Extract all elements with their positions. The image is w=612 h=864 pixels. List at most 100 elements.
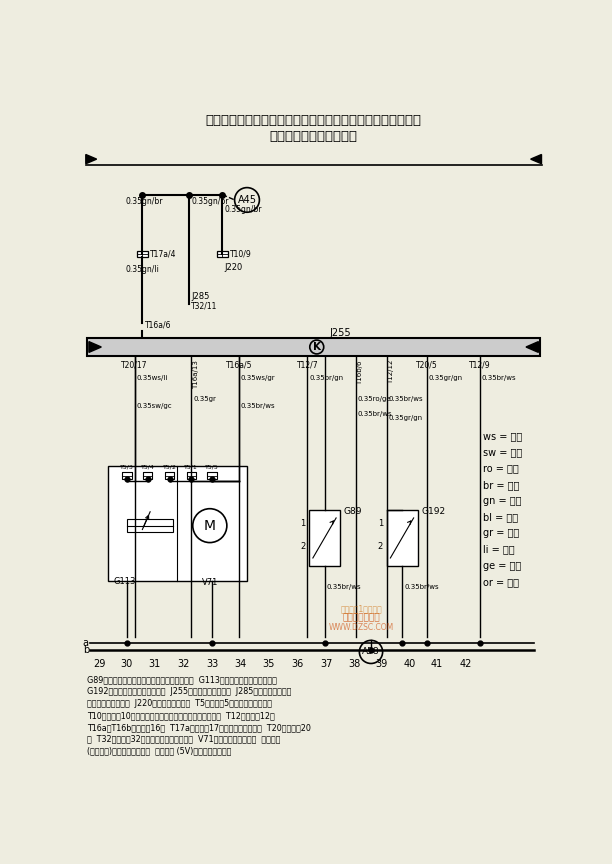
Polygon shape — [526, 341, 539, 353]
Text: A58: A58 — [362, 647, 380, 657]
FancyBboxPatch shape — [217, 251, 228, 257]
Text: ro = 红色: ro = 红色 — [483, 464, 519, 473]
Text: 29: 29 — [94, 659, 106, 670]
Text: ws = 白色: ws = 白色 — [483, 431, 523, 442]
Text: 2: 2 — [300, 542, 305, 551]
Text: 单元，在组合仪表内  J220－发动机电控单元  T5－插头，5孔，在仪表板中后部: 单元，在组合仪表内 J220－发动机电控单元 T5－插头，5孔，在仪表板中后部 — [88, 699, 272, 708]
Text: T17a/4: T17a/4 — [150, 250, 177, 258]
Text: 2: 2 — [378, 542, 383, 551]
Text: 0.35gn/br: 0.35gn/br — [191, 197, 229, 206]
Text: 0.35br/ws: 0.35br/ws — [405, 584, 439, 590]
Polygon shape — [86, 155, 97, 164]
Text: M: M — [204, 518, 216, 532]
Text: T16a/5: T16a/5 — [226, 360, 253, 369]
Text: T16a/6: T16a/6 — [144, 321, 171, 329]
FancyBboxPatch shape — [207, 472, 217, 480]
FancyBboxPatch shape — [165, 472, 174, 480]
Text: 0.35ro/ge: 0.35ro/ge — [358, 396, 392, 402]
Text: WWW.DZSC.COM: WWW.DZSC.COM — [329, 623, 394, 632]
Text: 0.35br/gn: 0.35br/gn — [309, 375, 343, 381]
Text: or = 橙色: or = 橙色 — [483, 577, 520, 587]
Text: G113: G113 — [114, 576, 136, 586]
Text: 0.35gn/li: 0.35gn/li — [125, 264, 159, 274]
Text: T5/2: T5/2 — [163, 465, 176, 470]
Text: T5/4: T5/4 — [141, 465, 155, 470]
Text: G192: G192 — [422, 507, 446, 517]
Text: 33: 33 — [206, 659, 218, 670]
Text: 0.35ws/gr: 0.35ws/gr — [241, 375, 275, 381]
Text: 新鲜空气进气温度传感器: 新鲜空气进气温度传感器 — [270, 130, 357, 143]
Text: T5/5: T5/5 — [205, 465, 219, 470]
Text: 30: 30 — [121, 659, 133, 670]
Bar — [309, 511, 340, 566]
Text: T20/5: T20/5 — [416, 360, 438, 369]
Text: G192－出风口温度传感器，脚坑  J255－自动空调电控单元  J285－带显示器的电控: G192－出风口温度传感器，脚坑 J255－自动空调电控单元 J285－带显示器… — [88, 687, 292, 696]
Text: 38: 38 — [348, 659, 360, 670]
Text: ge = 黄色: ge = 黄色 — [483, 561, 521, 571]
Text: 40: 40 — [404, 659, 416, 670]
FancyBboxPatch shape — [122, 472, 132, 480]
Text: 0.35gr/gn: 0.35gr/gn — [388, 415, 422, 421]
Text: T16a/13: T16a/13 — [193, 360, 199, 389]
Text: 0.35br/ws: 0.35br/ws — [357, 411, 392, 417]
Text: 0.35gr/gn: 0.35gr/gn — [428, 375, 463, 381]
Text: 维库电子市场网: 维库电子市场网 — [343, 613, 381, 623]
Text: bl = 蓝色: bl = 蓝色 — [483, 512, 518, 522]
Text: b: b — [83, 645, 89, 656]
Text: 31: 31 — [148, 659, 160, 670]
Bar — [387, 511, 417, 566]
Text: 全球易元1采购网站: 全球易元1采购网站 — [341, 604, 382, 613]
Text: J285: J285 — [191, 292, 209, 301]
Text: 0.35gn/br: 0.35gn/br — [125, 197, 163, 206]
Text: 35: 35 — [263, 659, 275, 670]
Text: T12/7: T12/7 — [297, 360, 318, 369]
Bar — [88, 338, 540, 356]
Text: br = 棕色: br = 棕色 — [483, 480, 520, 490]
Text: 自动空调电控单元、通风翻板伺服电机、出风口温度传感器、: 自动空调电控单元、通风翻板伺服电机、出风口温度传感器、 — [206, 114, 422, 127]
Text: 36: 36 — [291, 659, 304, 670]
Text: K: K — [313, 342, 321, 352]
Text: 0.35br/ws: 0.35br/ws — [241, 403, 275, 410]
Text: sw = 黑色: sw = 黑色 — [483, 448, 523, 458]
Text: T5/1: T5/1 — [184, 465, 198, 470]
Polygon shape — [531, 155, 542, 164]
Text: 0.35br/ws: 0.35br/ws — [481, 375, 516, 381]
Text: G89: G89 — [344, 507, 362, 517]
Text: (转速信号)，在仪表板线束内  ㊉－连接 (5V)，在仪表板线束内: (转速信号)，在仪表板线束内 ㊉－连接 (5V)，在仪表板线束内 — [88, 746, 232, 756]
Text: T16a、T16b－插头，16孔  T17a－插头，17孔，在仪表板中后部  T20－插头，20: T16a、T16b－插头，16孔 T17a－插头，17孔，在仪表板中后部 T20… — [88, 723, 312, 732]
Text: T5/3: T5/3 — [120, 465, 134, 470]
Text: 孔  T32－插头，32孔，蓝色，在组合仪表上  V71－通风翻板伺服电机  ㊄－连接: 孔 T32－插头，32孔，蓝色，在组合仪表上 V71－通风翻板伺服电机 ㊄－连接 — [88, 734, 281, 744]
Text: T32/11: T32/11 — [191, 302, 218, 311]
Text: 1: 1 — [300, 518, 305, 528]
Text: gn = 绿色: gn = 绿色 — [483, 496, 522, 506]
Text: T12/12: T12/12 — [388, 360, 394, 384]
Text: 34: 34 — [234, 659, 247, 670]
Text: 0.35br/ws: 0.35br/ws — [389, 396, 424, 402]
Text: G89－新鲜空气进气温度传感器，在仪表板右下  G113－通风翻板伺服电机电位计: G89－新鲜空气进气温度传感器，在仪表板右下 G113－通风翻板伺服电机电位计 — [88, 675, 277, 684]
Text: V71: V71 — [201, 578, 218, 588]
FancyBboxPatch shape — [143, 472, 152, 480]
Text: T20/17: T20/17 — [121, 360, 148, 369]
Text: 1: 1 — [378, 518, 383, 528]
Text: 0.35gn/br: 0.35gn/br — [225, 206, 262, 214]
FancyBboxPatch shape — [187, 472, 196, 480]
Text: 32: 32 — [177, 659, 190, 670]
Bar — [127, 519, 173, 532]
Text: gr = 灰色: gr = 灰色 — [483, 529, 520, 538]
Text: li = 紫色: li = 紫色 — [483, 544, 515, 555]
Text: 37: 37 — [320, 659, 332, 670]
Text: 0.35gr: 0.35gr — [193, 396, 217, 402]
Text: 41: 41 — [431, 659, 443, 670]
Text: A45: A45 — [237, 195, 256, 205]
Text: 0.35ws/li: 0.35ws/li — [136, 375, 168, 381]
Text: 42: 42 — [460, 659, 472, 670]
Text: 0.35sw/gc: 0.35sw/gc — [136, 403, 172, 410]
Text: J220: J220 — [225, 264, 243, 272]
Text: T16b/6: T16b/6 — [357, 360, 363, 384]
Text: T10－插头，10孔，橙色，在插头保护壳体内，流水槽左侧  T12－插头，12孔: T10－插头，10孔，橙色，在插头保护壳体内，流水槽左侧 T12－插头，12孔 — [88, 711, 275, 720]
Text: 39: 39 — [376, 659, 388, 670]
Text: J255: J255 — [329, 328, 351, 338]
FancyBboxPatch shape — [137, 251, 148, 257]
Text: 0.35br/ws: 0.35br/ws — [327, 584, 362, 590]
Text: a: a — [83, 638, 89, 648]
